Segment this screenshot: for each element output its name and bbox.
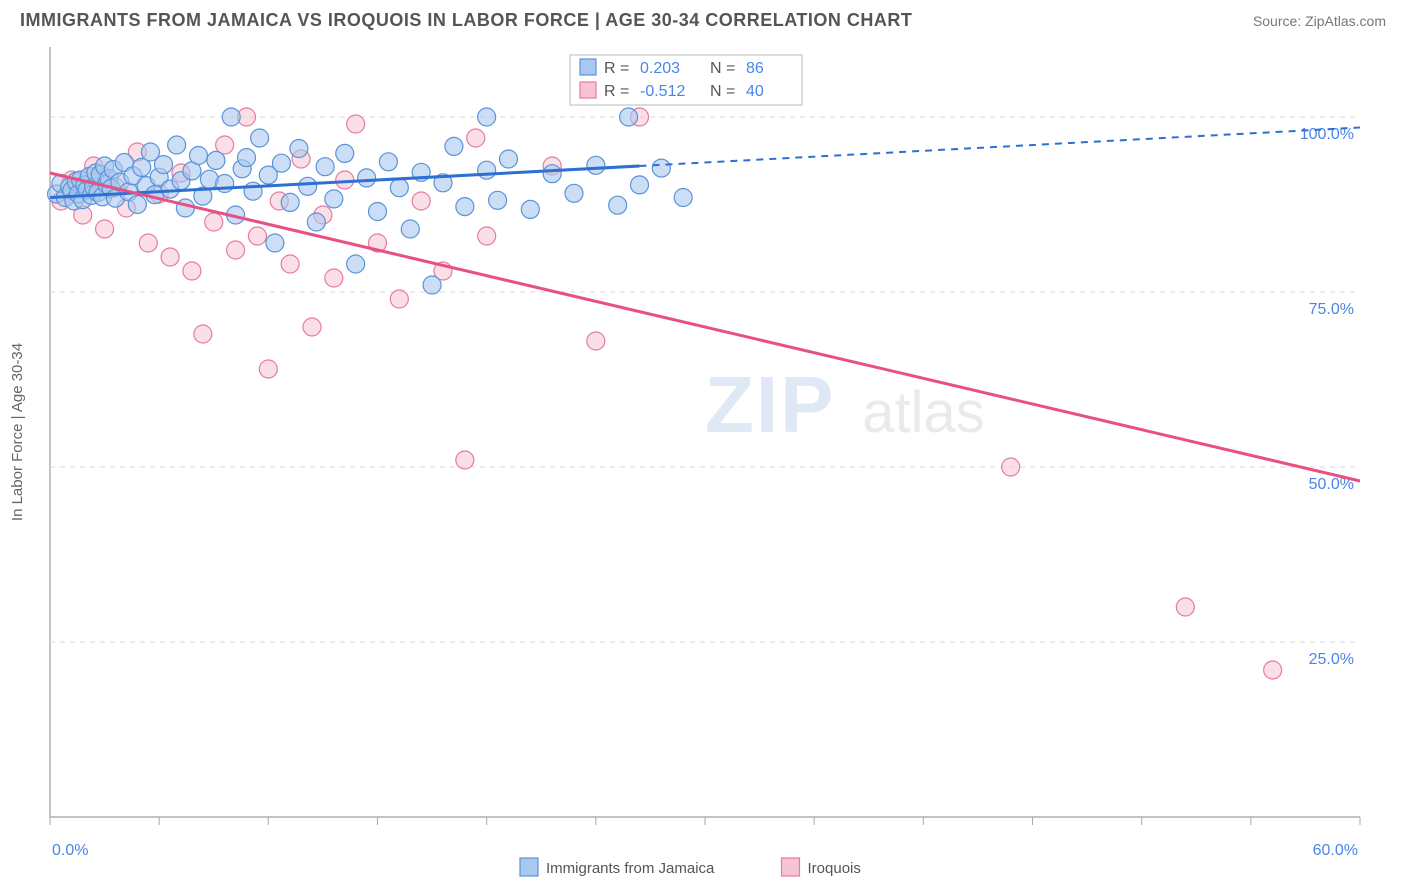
svg-text:60.0%: 60.0% [1313, 842, 1358, 859]
svg-text:75.0%: 75.0% [1309, 301, 1354, 318]
svg-text:In Labor Force | Age 30-34: In Labor Force | Age 30-34 [9, 343, 26, 521]
svg-text:0.0%: 0.0% [52, 842, 88, 859]
svg-text:-0.512: -0.512 [640, 83, 685, 100]
svg-text:N =: N = [710, 60, 735, 77]
chart-area: 25.0%50.0%75.0%100.0%0.0%60.0%In Labor F… [0, 37, 1406, 887]
svg-text:R =: R = [604, 60, 629, 77]
chart-source: Source: ZipAtlas.com [1253, 13, 1386, 29]
svg-text:0.203: 0.203 [640, 60, 680, 77]
chart-title: IMMIGRANTS FROM JAMAICA VS IROQUOIS IN L… [20, 10, 912, 31]
chart-header: IMMIGRANTS FROM JAMAICA VS IROQUOIS IN L… [0, 0, 1406, 37]
svg-text:Iroquois: Iroquois [808, 860, 861, 877]
svg-text:ZIP: ZIP [705, 360, 835, 449]
scatter-chart: 25.0%50.0%75.0%100.0%0.0%60.0%In Labor F… [0, 37, 1406, 887]
svg-text:25.0%: 25.0% [1309, 651, 1354, 668]
svg-text:N =: N = [710, 83, 735, 100]
svg-text:40: 40 [746, 83, 764, 100]
svg-text:86: 86 [746, 60, 764, 77]
svg-text:Immigrants from Jamaica: Immigrants from Jamaica [546, 860, 715, 877]
svg-text:R =: R = [604, 83, 629, 100]
